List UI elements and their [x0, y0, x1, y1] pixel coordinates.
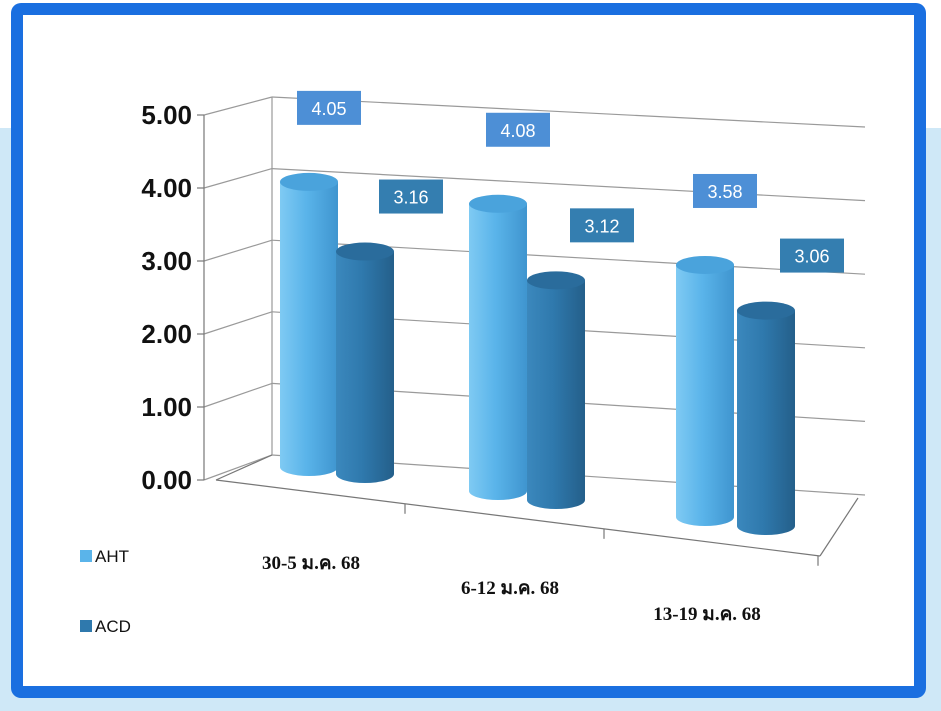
data-label: 4.05: [311, 99, 346, 119]
bar-aht-2: [676, 264, 734, 526]
data-label-box: [693, 173, 757, 208]
data-label: 3.16: [393, 188, 428, 208]
data-label-box: [379, 179, 443, 214]
gridline-side: [203, 382, 273, 408]
axis-layer: 0.00 1.00 2.00 3.00 4.00 5.00: [141, 97, 859, 566]
gridline-side: [203, 454, 273, 481]
label-layer: 4.05 3.16 30-5 ม.ค. 68 4.08 3.12 6-12 ม.ค. 68…: [262, 90, 844, 625]
y-tick-label: 0.00: [141, 465, 192, 495]
y-tick-label: 3.00: [141, 246, 192, 276]
bar-top-aht-1: [469, 194, 527, 213]
gridline-side: [203, 239, 273, 262]
floor-right-edge: [819, 497, 859, 557]
bar-acd-1: [527, 280, 585, 509]
gridline-side: [203, 96, 273, 116]
x-tick-label: 6-12 ม.ค. 68: [461, 578, 559, 599]
data-label-box: [486, 112, 550, 147]
bar-top-acd-2: [737, 301, 795, 320]
x-tick-label: 30-5 ม.ค. 68: [262, 553, 360, 574]
bar-top-acd-1: [527, 271, 585, 290]
floor-left-edge: [215, 454, 273, 481]
data-label-box: [297, 90, 361, 125]
y-tick-label: 1.00: [141, 392, 192, 422]
x-tick-label: 13-19 ม.ค. 68: [653, 604, 761, 625]
data-label-box: [780, 238, 844, 273]
bar-layer: [280, 172, 795, 535]
gridline: [271, 96, 866, 128]
data-label-box: [570, 208, 634, 243]
legend-label: AHT: [95, 547, 129, 566]
bar-top-acd-0: [336, 242, 394, 261]
bar-top-aht-0: [280, 172, 338, 191]
gridline-side: [203, 311, 273, 335]
legend-swatch: [80, 550, 92, 562]
legend: AHT ACD: [80, 547, 131, 636]
legend-swatch: [80, 620, 92, 632]
floor-front-edge: [215, 479, 821, 557]
gridline: [271, 168, 866, 202]
y-tick-label: 5.00: [141, 100, 192, 130]
data-label: 3.06: [794, 247, 829, 267]
legend-label: ACD: [95, 617, 131, 636]
gridline-side: [203, 168, 273, 189]
y-tick-label: 4.00: [141, 173, 192, 203]
bar-acd-2: [737, 310, 795, 535]
data-label: 3.12: [584, 216, 619, 236]
bar-top-aht-2: [676, 255, 734, 274]
y-tick-label: 2.00: [141, 319, 192, 349]
bar-aht-1: [469, 203, 527, 500]
data-label: 4.08: [500, 121, 535, 141]
data-label: 3.58: [707, 182, 742, 202]
bar-aht-0: [280, 181, 338, 476]
bar-acd-0: [336, 251, 394, 483]
